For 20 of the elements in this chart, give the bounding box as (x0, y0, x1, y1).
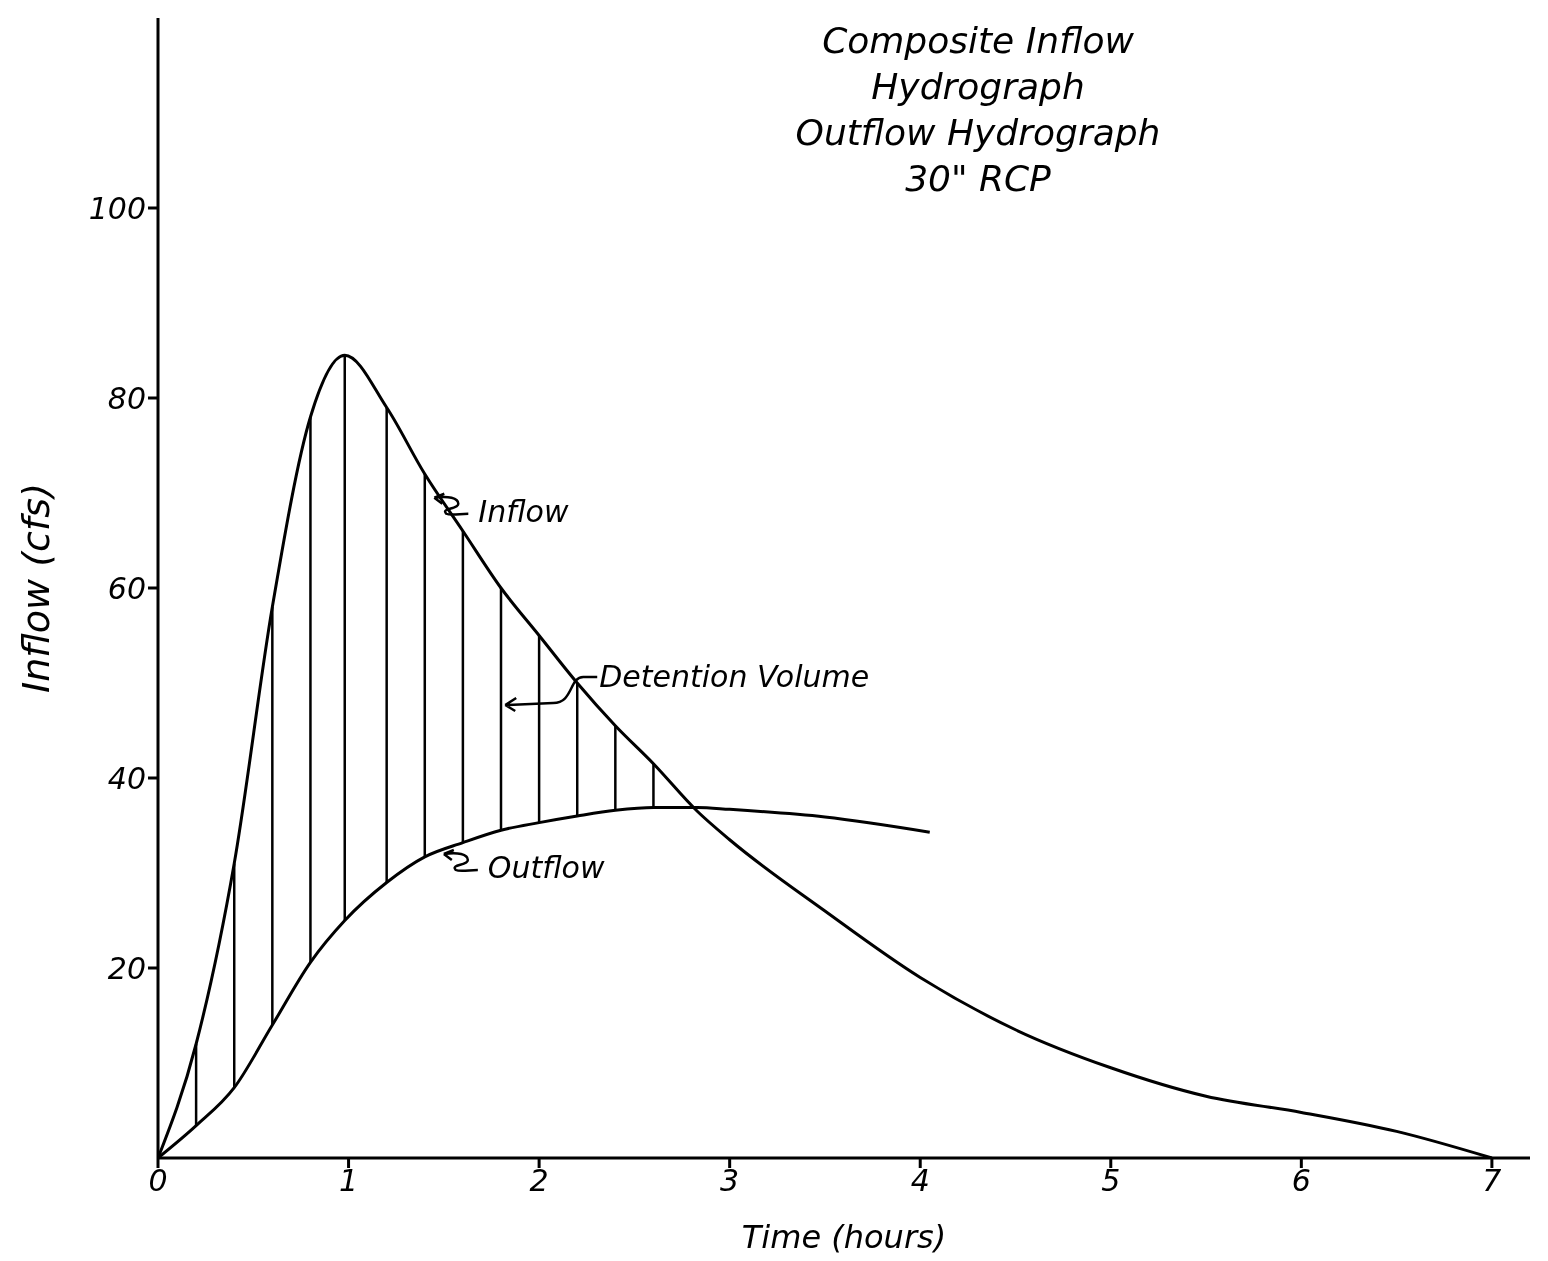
x-tick-label: 2 (529, 1163, 549, 1199)
y-axis-title: Inflow (cfs) (14, 483, 59, 693)
x-tick-label: 0 (148, 1163, 168, 1199)
annotation: Inflow (478, 493, 569, 529)
y-tick-label: 20 (107, 950, 146, 986)
x-axis-title: Time (hours) (741, 1218, 947, 1256)
y-tick-label: 100 (88, 190, 146, 226)
x-tick-label: 7 (1482, 1163, 1502, 1199)
text: Composite Inflow Hydrograph (821, 19, 1135, 109)
x-tick-label: 1 (339, 1163, 359, 1199)
y-tick-label: 80 (107, 380, 146, 416)
x-tick-label: 4 (910, 1163, 930, 1199)
y-tick-label: 40 (107, 760, 146, 796)
text: Outflow Hydrograph 30" RCP (794, 111, 1162, 201)
annotation: Outflow (487, 850, 605, 885)
x-tick-label: 3 (720, 1163, 740, 1199)
y-tick-label: 60 (107, 570, 146, 606)
x-tick-label: 6 (1291, 1163, 1311, 1199)
annotation: Detention Volume (599, 659, 870, 694)
x-tick-label: 5 (1101, 1163, 1121, 1199)
